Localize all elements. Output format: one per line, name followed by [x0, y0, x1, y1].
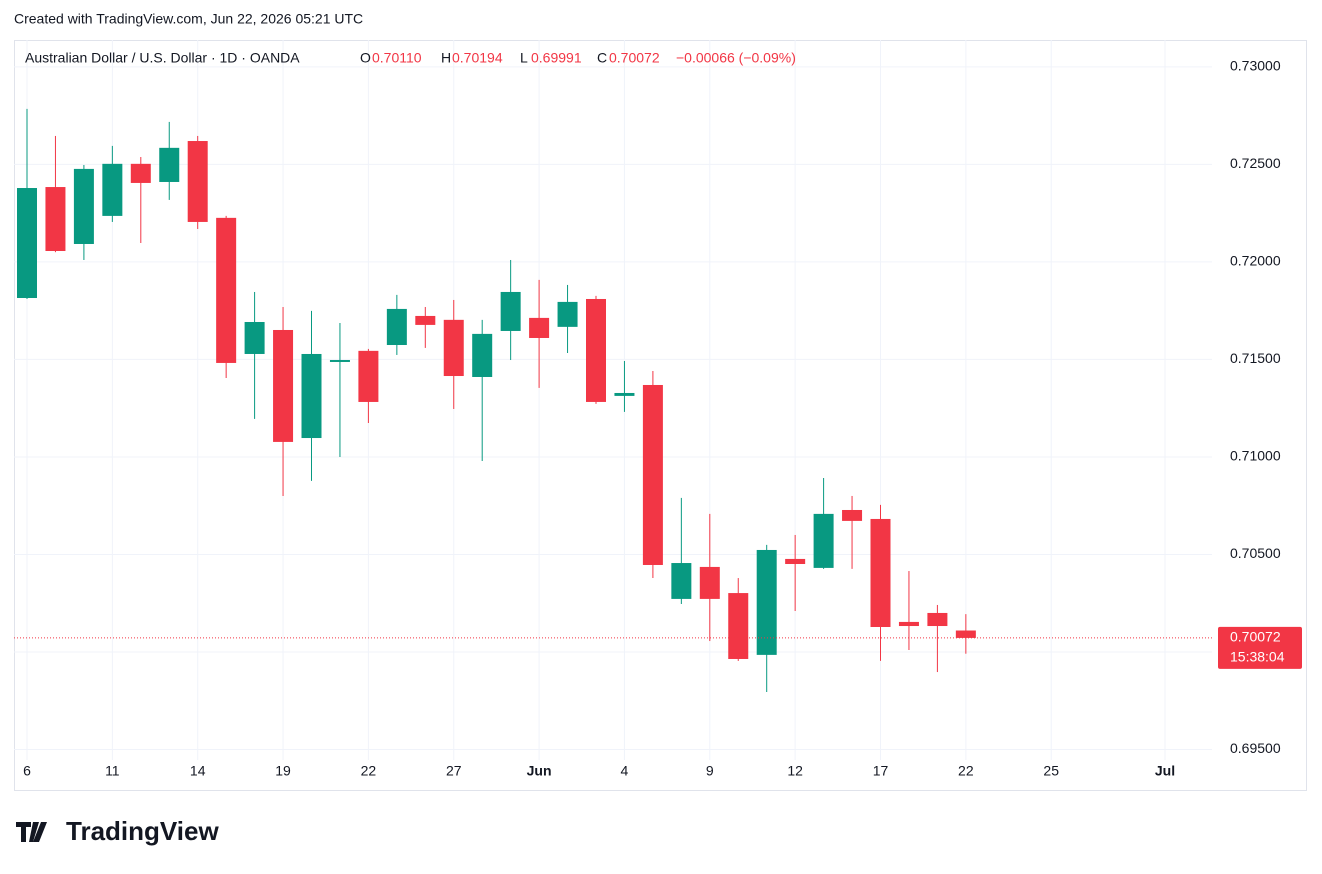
legend-label: C	[597, 50, 607, 66]
y-tick-label: 0.73000	[1230, 58, 1281, 74]
candle-body	[187, 141, 208, 222]
x-tick-label: 17	[873, 763, 889, 779]
x-tick-label: 12	[787, 763, 803, 779]
candle-body	[244, 321, 265, 354]
y-tick-label: 0.69500	[1230, 740, 1281, 756]
x-tick-label: 11	[105, 763, 120, 779]
candle-body	[671, 563, 692, 599]
x-tick-label: 25	[1043, 763, 1059, 779]
candle-body	[699, 566, 720, 599]
candle-body	[358, 350, 379, 402]
legend-label: H	[441, 50, 451, 66]
candle-body	[159, 147, 180, 182]
x-tick-label: Jul	[1155, 763, 1175, 779]
candle-body	[17, 188, 37, 299]
candle-body	[842, 509, 863, 521]
x-tick-label: Jun	[527, 763, 552, 779]
candle-body	[813, 513, 834, 568]
candle-body	[927, 612, 948, 627]
x-tick-label: 14	[190, 763, 206, 779]
last-price-label: 0.70072	[1230, 629, 1281, 645]
legend-value: 0.70110	[372, 50, 422, 66]
y-tick-label: 0.72500	[1230, 155, 1281, 171]
candle-body	[329, 360, 350, 362]
candle-body	[102, 163, 123, 216]
x-tick-label: 9	[706, 763, 714, 779]
x-tick-label: 4	[621, 763, 629, 779]
candle-body	[898, 621, 919, 627]
candle-body	[785, 558, 806, 565]
candle-body	[130, 163, 151, 183]
time-axis-bg	[15, 760, 1212, 790]
candle-body	[756, 549, 777, 655]
y-tick-label: 0.72000	[1230, 253, 1281, 269]
y-tick-label: 0.70500	[1230, 545, 1281, 561]
logo-icon	[16, 822, 47, 842]
candle-body	[443, 319, 464, 377]
y-tick-label: 0.71000	[1230, 448, 1281, 464]
brand-logo: TradingView	[16, 816, 219, 846]
candle-body	[870, 518, 891, 627]
y-tick-label: 0.71500	[1230, 350, 1281, 366]
candle-body	[45, 187, 66, 252]
legend-label: O	[360, 50, 371, 66]
x-tick-label: 19	[275, 763, 291, 779]
chart-title: Australian Dollar / U.S. Dollar · 1D · O…	[25, 50, 300, 66]
watermark: Created with TradingView.com, Jun 22, 20…	[14, 11, 363, 27]
candle-body	[614, 392, 635, 396]
legend-value: 0.70072	[609, 50, 660, 66]
candle-body	[301, 353, 322, 439]
candle-body	[415, 315, 436, 325]
x-tick-label: 22	[361, 763, 377, 779]
x-tick-label: 6	[23, 763, 31, 779]
legend-value: 0.70194	[452, 50, 503, 66]
candle-body	[529, 317, 550, 338]
x-tick-label: 22	[958, 763, 974, 779]
candle-body	[557, 301, 578, 327]
last-price-tag	[1218, 626, 1302, 669]
countdown: 15:38:04	[1230, 649, 1285, 665]
candle-body	[500, 291, 521, 331]
labels: Australian Dollar / U.S. Dollar · 1D · O…	[25, 50, 796, 66]
candle-body	[386, 308, 407, 346]
x-tick-label: 27	[446, 763, 462, 779]
candle-body	[642, 384, 663, 565]
candle-body	[586, 298, 606, 402]
candle-body	[955, 630, 976, 638]
candle-body	[728, 593, 749, 659]
legend-label: L	[520, 50, 528, 66]
candle-body	[73, 168, 94, 244]
candle-body	[216, 217, 237, 363]
candle-body	[472, 333, 493, 377]
legend-value: 0.69991	[531, 50, 582, 66]
brand: TradingView	[66, 816, 219, 846]
candles	[14, 108, 1212, 692]
candle-body	[273, 329, 294, 442]
legend-change: −0.00066 (−0.09%)	[676, 50, 796, 66]
frame	[14, 40, 1307, 791]
